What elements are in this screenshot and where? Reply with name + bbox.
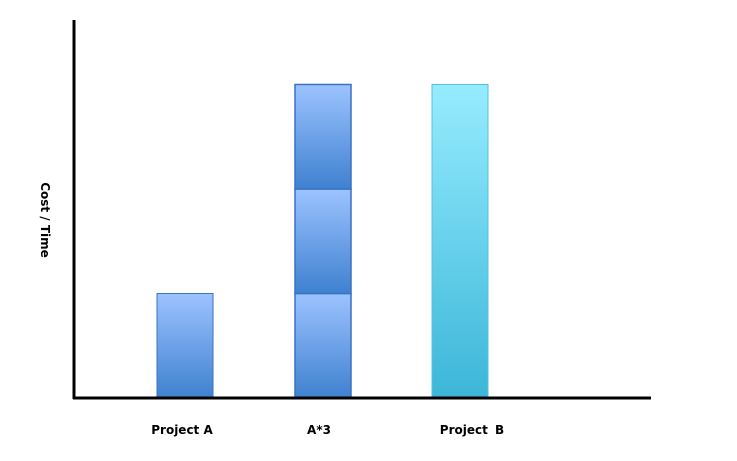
- x-tick-label-a3: A*3: [307, 423, 331, 437]
- x-tick-label-project-b: Project B: [440, 423, 504, 437]
- bar-a-3-segment-1: [294, 292, 352, 399]
- bar-project-b-segment-1: [431, 84, 489, 399]
- bar-a-3-segment-3: [294, 83, 352, 190]
- y-axis-label: Cost / Time: [38, 182, 52, 258]
- x-tick-label-project-a: Project A: [151, 423, 213, 437]
- bar-a-3-segment-2: [294, 188, 352, 295]
- bar-project-a-segment-1: [156, 293, 214, 399]
